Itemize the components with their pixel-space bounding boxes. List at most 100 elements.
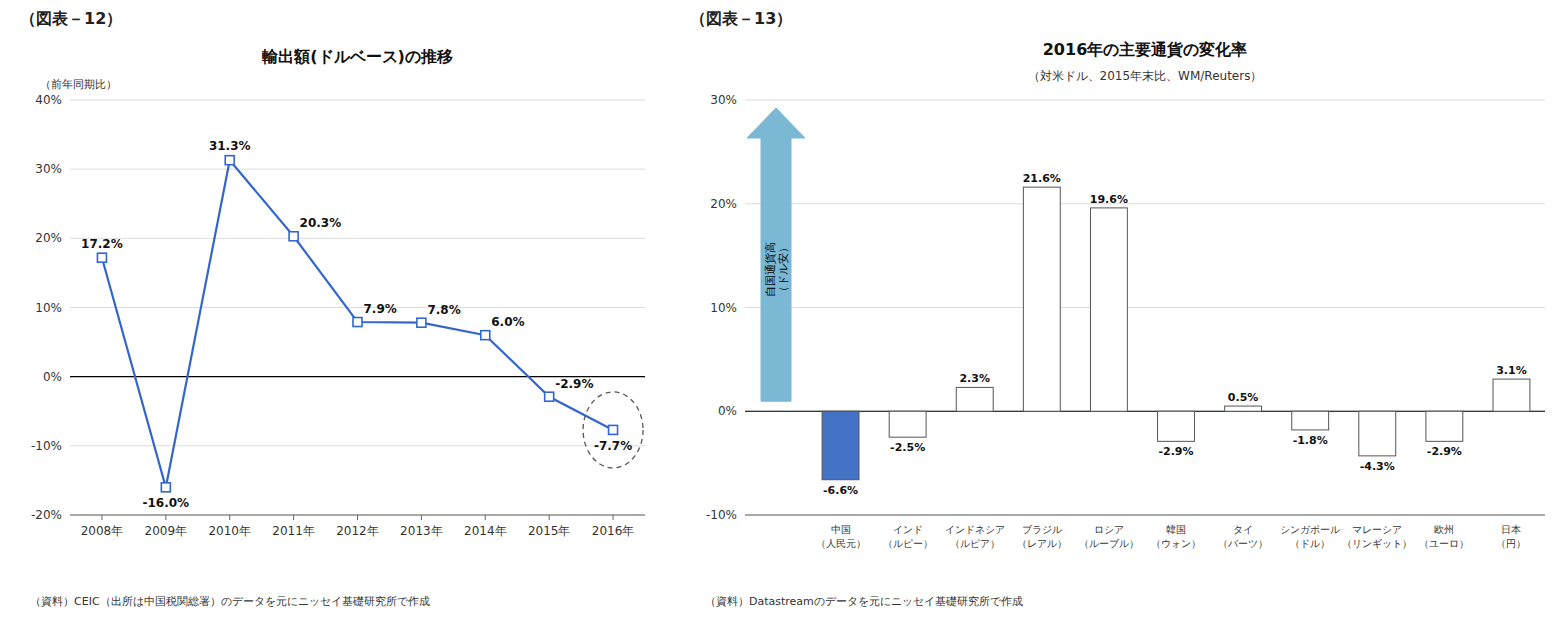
x-tick-label-line: 欧州 bbox=[1434, 524, 1454, 535]
x-tick-label-line: （ルーブル） bbox=[1079, 538, 1139, 549]
point-marker bbox=[353, 318, 362, 327]
x-tick-label: タイ （バーツ） bbox=[1218, 524, 1268, 549]
y-tick-label: 0% bbox=[43, 370, 62, 384]
data-label: -2.9% bbox=[1427, 445, 1462, 458]
chart-canvas: （図表－12）-20%-10%0%10%20%30%40%（資料）CEIC（出所… bbox=[0, 0, 1565, 642]
data-label: 20.3% bbox=[300, 216, 342, 230]
y-tick-label: 20% bbox=[710, 197, 737, 211]
x-tick-label-line: （ルピア） bbox=[950, 538, 1000, 549]
x-tick-label-line: インド bbox=[893, 524, 923, 535]
y-tick-label: 0% bbox=[718, 404, 737, 418]
x-axis-line bbox=[745, 515, 1545, 516]
bar bbox=[1493, 379, 1530, 411]
y-tick-label: 20% bbox=[35, 231, 62, 245]
x-tick-label-line: 韓国 bbox=[1166, 524, 1186, 535]
y-tick-label: 10% bbox=[35, 301, 62, 315]
x-tick-label: 2010年 bbox=[208, 524, 251, 538]
data-label: -2.9% bbox=[1158, 445, 1193, 458]
x-tick-label-line: （円） bbox=[1496, 538, 1526, 549]
x-tick-label-line: （バーツ） bbox=[1218, 538, 1268, 549]
grid-line bbox=[70, 307, 645, 308]
x-tick-label: 2016年 bbox=[592, 524, 635, 538]
source-note: （資料）CEIC（出所は中国税関総署）のデータを元にニッセイ基礎研究所で作成 bbox=[30, 595, 430, 608]
x-tick-label-line: （リンギット） bbox=[1342, 538, 1412, 549]
x-tick-label: インドネシア （ルピア） bbox=[945, 524, 1005, 549]
x-tick-label-line: インドネシア bbox=[945, 524, 1005, 535]
x-tick bbox=[485, 515, 486, 520]
x-tick bbox=[549, 515, 550, 520]
data-label: -4.3% bbox=[1360, 460, 1395, 473]
bar bbox=[1090, 208, 1127, 411]
data-label: 0.5% bbox=[1228, 391, 1259, 404]
point-marker bbox=[225, 156, 234, 165]
chart-panel: （図表－13）-10%0%10%20%30%（資料）Datastreamのデータ… bbox=[690, 9, 1545, 608]
data-label: 7.8% bbox=[427, 303, 460, 317]
bar bbox=[956, 387, 993, 411]
x-tick-label: 2015年 bbox=[528, 524, 571, 538]
x-tick-label: 2011年 bbox=[272, 524, 315, 538]
x-tick-label: 2008年 bbox=[81, 524, 124, 538]
chart-subtitle: （対米ドル、2015年末比、WM/Reuters） bbox=[1028, 69, 1263, 83]
bar bbox=[1225, 406, 1262, 411]
x-tick bbox=[165, 515, 166, 520]
y-tick-label: 30% bbox=[35, 162, 62, 176]
point-marker bbox=[97, 253, 106, 262]
x-tick-label: ブラジル（レアル） bbox=[1017, 524, 1067, 549]
data-label: 7.9% bbox=[364, 302, 397, 316]
grid-line bbox=[745, 515, 1545, 516]
grid-line bbox=[70, 169, 645, 170]
point-marker bbox=[289, 232, 298, 241]
data-label: -2.5% bbox=[890, 441, 925, 454]
data-label: 2.3% bbox=[959, 372, 990, 385]
x-tick-label-line: （ドル） bbox=[1290, 538, 1330, 549]
arrow-text-line: 自国通貨高 bbox=[764, 242, 777, 297]
data-label: -7.7% bbox=[594, 439, 632, 453]
x-tick-label-line: ロシア bbox=[1094, 524, 1124, 535]
chart-title: 輸出額(ドルベース)の推移 bbox=[261, 47, 453, 66]
grid-line bbox=[745, 203, 1545, 204]
x-tick-label-line: （レアル） bbox=[1017, 538, 1067, 549]
y-tick-label: -20% bbox=[31, 508, 62, 522]
marks bbox=[97, 156, 643, 492]
grid-line bbox=[70, 238, 645, 239]
x-tick-label-line: 中国 bbox=[831, 524, 851, 535]
x-tick-label-line: （ウォン） bbox=[1151, 538, 1201, 549]
x-tick-label-line: （ルピー） bbox=[883, 538, 933, 549]
x-tick-label: 中国 （人民元） bbox=[816, 524, 866, 549]
arrow-text-line: （ドル安） bbox=[777, 242, 790, 297]
data-label: 31.3% bbox=[209, 139, 251, 153]
zero-line bbox=[745, 411, 1545, 412]
bar bbox=[1158, 411, 1195, 441]
panel-label: （図表－12） bbox=[20, 9, 122, 28]
point-marker bbox=[481, 331, 490, 340]
x-tick-label: ロシア （ルーブル） bbox=[1079, 524, 1139, 549]
x-tick bbox=[613, 515, 614, 520]
x-tick-label-line: （人民元） bbox=[816, 538, 866, 549]
chart-panel: （図表－12）-20%-10%0%10%20%30%40%（資料）CEIC（出所… bbox=[20, 9, 645, 608]
x-tick-label: 2012年 bbox=[336, 524, 379, 538]
y-tick-label: 10% bbox=[710, 301, 737, 315]
point-marker bbox=[609, 425, 618, 434]
x-tick-label-line: タイ bbox=[1233, 524, 1253, 535]
data-label: -16.0% bbox=[143, 496, 190, 510]
arrow-text: 自国通貨高（ドル安） bbox=[764, 242, 790, 297]
point-marker bbox=[417, 318, 426, 327]
y-tick-label: -10% bbox=[31, 439, 62, 453]
bar bbox=[1292, 411, 1329, 430]
y-axis-label: （前年同期比） bbox=[40, 78, 117, 91]
data-label: 19.6% bbox=[1090, 193, 1128, 206]
source-note: （資料）Datastreamのデータを元にニッセイ基礎研究所で作成 bbox=[705, 595, 1023, 608]
grid bbox=[70, 100, 645, 515]
bar bbox=[1359, 411, 1396, 456]
bar bbox=[1023, 187, 1060, 411]
x-tick-label: シンガポール（ドル） bbox=[1280, 524, 1340, 549]
x-tick-label: インド （ルピー） bbox=[883, 524, 933, 549]
x-tick bbox=[421, 515, 422, 520]
annotation-arrow bbox=[747, 108, 805, 401]
x-tick-label: 韓国 （ウォン） bbox=[1151, 524, 1201, 549]
bar bbox=[1426, 411, 1463, 441]
bar bbox=[822, 411, 859, 479]
x-tick-label: マレーシア（リンギット） bbox=[1342, 524, 1412, 549]
point-marker bbox=[161, 483, 170, 492]
data-label: 3.1% bbox=[1496, 364, 1527, 377]
